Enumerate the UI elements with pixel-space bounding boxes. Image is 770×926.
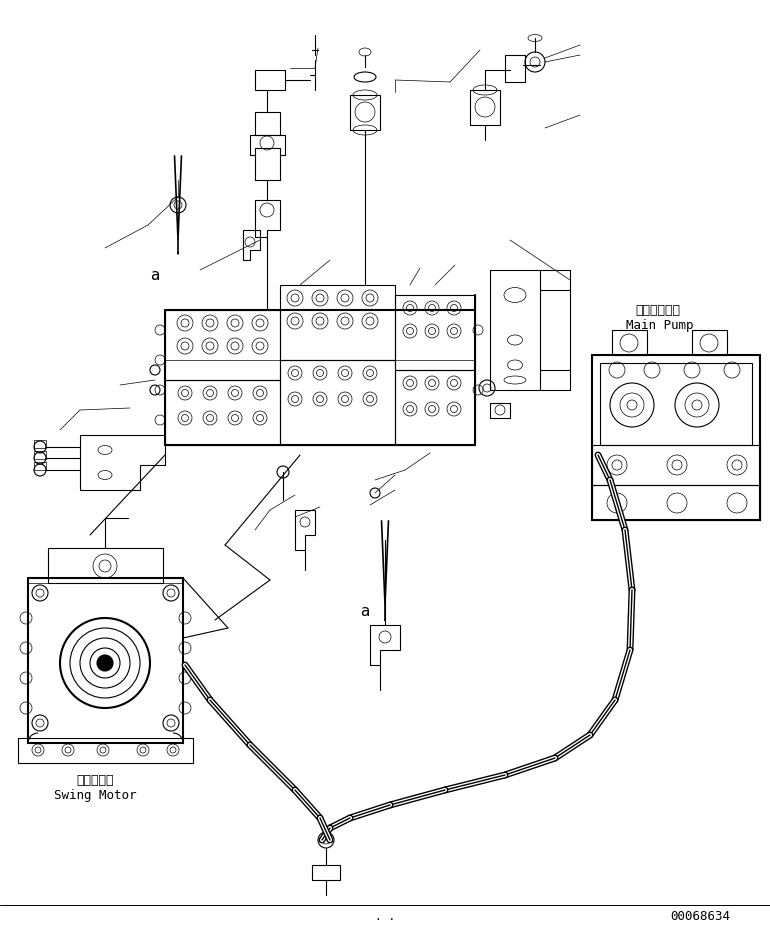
Text: Swing Motor: Swing Motor <box>54 789 136 802</box>
Bar <box>34 462 46 470</box>
Text: . .: . . <box>375 912 395 922</box>
Circle shape <box>97 655 113 671</box>
Text: 旋回モータ: 旋回モータ <box>76 773 114 786</box>
Bar <box>34 451 46 459</box>
Text: Main Pump: Main Pump <box>626 319 694 332</box>
Text: a: a <box>150 268 159 282</box>
Text: a: a <box>360 605 370 619</box>
Text: メインポンプ: メインポンプ <box>635 304 681 317</box>
Bar <box>34 440 46 448</box>
Text: 00068634: 00068634 <box>670 910 730 923</box>
